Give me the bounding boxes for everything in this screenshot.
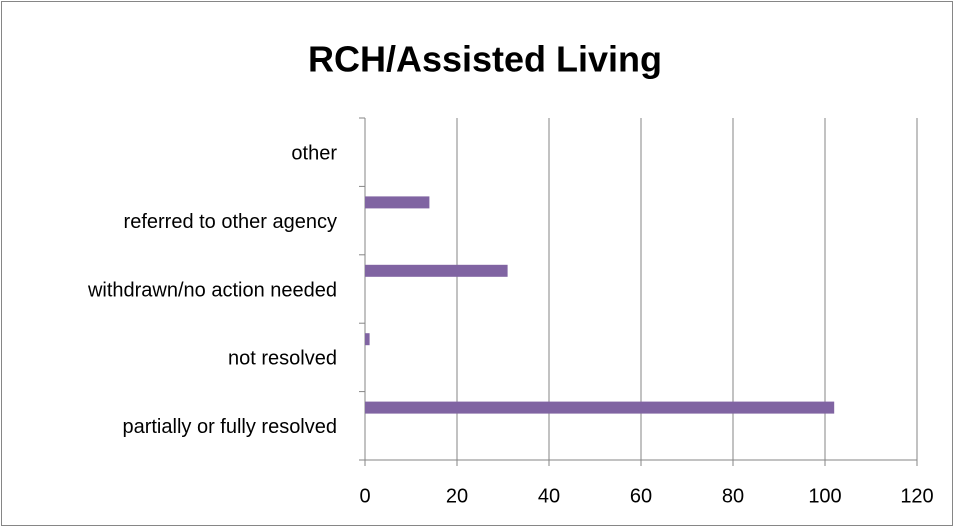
y-tick-label: other: [291, 142, 337, 164]
y-tick-label: referred to other agency: [124, 211, 337, 233]
x-tick-label: 100: [808, 485, 841, 507]
x-tick-label: 80: [722, 485, 744, 507]
y-tick-label: withdrawn/no action needed: [87, 279, 337, 301]
x-tick-label: 0: [359, 485, 370, 507]
bar: [365, 196, 430, 209]
x-tick-label: 60: [630, 485, 652, 507]
x-tick-label: 40: [538, 485, 560, 507]
y-tick-label: not resolved: [228, 348, 337, 370]
x-tick-label: 120: [900, 485, 933, 507]
x-tick-label: 20: [446, 485, 468, 507]
bar: [365, 333, 370, 346]
chart-title: RCH/Assisted Living: [308, 39, 662, 80]
bar: [365, 264, 508, 277]
y-tick-label: partially or fully resolved: [122, 416, 337, 438]
bar: [365, 401, 835, 414]
